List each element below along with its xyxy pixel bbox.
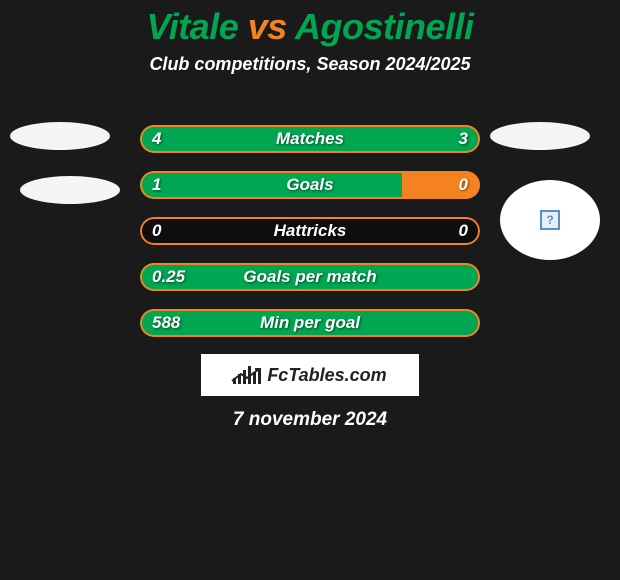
logo-arrow-icon — [231, 368, 261, 382]
stat-value-right: 0 — [459, 171, 468, 199]
club-badge-placeholder-icon: ? — [540, 210, 560, 230]
stat-row-hattricks: 0Hattricks0 — [140, 217, 480, 245]
stat-row-goals: 1Goals0 — [140, 171, 480, 199]
player-left-avatar-1 — [10, 122, 110, 150]
stat-label: Matches — [140, 125, 480, 153]
stat-row-min-per-goal: 588Min per goal — [140, 309, 480, 337]
logo-text: FcTables.com — [267, 365, 386, 386]
stat-label: Goals — [140, 171, 480, 199]
fctables-logo: FcTables.com — [201, 354, 419, 396]
title-left: Vitale — [147, 6, 239, 47]
title-right: Agostinelli — [295, 6, 474, 47]
stat-row-matches: 4Matches3 — [140, 125, 480, 153]
stat-value-right: 3 — [459, 125, 468, 153]
player-right-club-badge: ? — [500, 180, 600, 260]
logo-bars-icon — [233, 366, 261, 384]
stat-row-goals-per-match: 0.25Goals per match — [140, 263, 480, 291]
stat-label: Goals per match — [140, 263, 480, 291]
player-right-avatar-1 — [490, 122, 590, 150]
stat-label: Min per goal — [140, 309, 480, 337]
player-left-avatar-2 — [20, 176, 120, 204]
date-text: 7 november 2024 — [0, 409, 620, 431]
stat-label: Hattricks — [140, 217, 480, 245]
stat-value-right: 0 — [459, 217, 468, 245]
comparison-bars: 4Matches31Goals00Hattricks00.25Goals per… — [140, 125, 480, 355]
title-vs: vs — [248, 6, 287, 47]
subtitle: Club competitions, Season 2024/2025 — [0, 54, 620, 75]
page-title: Vitale vs Agostinelli — [0, 0, 620, 48]
